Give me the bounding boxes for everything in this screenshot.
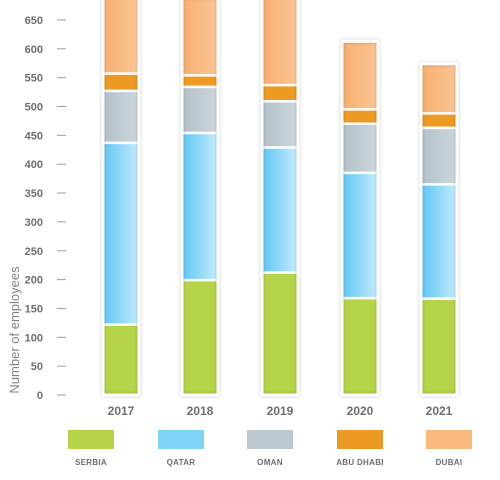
bar-segment-serbia-2018 bbox=[182, 280, 218, 395]
y-tick-label: 300 bbox=[25, 217, 43, 229]
legend-swatch bbox=[68, 430, 114, 449]
legend-item-dubai: DUBAI bbox=[426, 430, 472, 467]
y-tick-label: 650 bbox=[25, 15, 43, 27]
bar-segment-dubai-2018 bbox=[182, 0, 218, 76]
bar-segment-qatar-2017 bbox=[103, 142, 139, 325]
legend-label: DUBAI bbox=[436, 458, 463, 467]
bar-segment-dubai-2019 bbox=[262, 0, 298, 86]
y-tick-label: 450 bbox=[25, 130, 43, 142]
y-tick-label: 600 bbox=[25, 44, 43, 56]
bar-frame bbox=[260, 0, 300, 397]
y-tick-label: 500 bbox=[25, 102, 43, 114]
legend-label: OMAN bbox=[257, 458, 283, 467]
bar-segment-oman-2017 bbox=[103, 90, 139, 143]
x-tick-label: 2018 bbox=[187, 404, 214, 418]
bar-frame bbox=[101, 0, 141, 397]
bar-frame bbox=[419, 62, 459, 397]
bar-segment-serbia-2019 bbox=[262, 272, 298, 395]
bar-segment-oman-2020 bbox=[342, 123, 378, 173]
bar-segment-qatar-2019 bbox=[262, 147, 298, 273]
bar-segment-oman-2018 bbox=[182, 86, 218, 134]
legend-item-abu-dhabi: ABU DHABI bbox=[336, 430, 384, 467]
x-tick-label: 2019 bbox=[267, 404, 294, 418]
x-axis: 2017 2018 2019 2020 2021 bbox=[108, 404, 453, 418]
bar-segment-abu-dhabi-2019 bbox=[262, 85, 298, 102]
y-tick-label: 50 bbox=[31, 361, 43, 373]
bar-segment-oman-2021 bbox=[421, 127, 457, 185]
legend-label: QATAR bbox=[167, 458, 196, 467]
bar-stack-2019 bbox=[260, 0, 300, 397]
bar-segment-abu-dhabi-2018 bbox=[182, 75, 218, 87]
bar-stack-2021 bbox=[419, 62, 459, 397]
bar-segment-qatar-2021 bbox=[421, 184, 457, 299]
y-tick-label: 150 bbox=[25, 303, 43, 315]
x-tick-label: 2021 bbox=[426, 404, 453, 418]
legend-item-serbia: SERBIA bbox=[68, 430, 114, 467]
y-tick-label: 250 bbox=[25, 246, 43, 258]
bar-frame bbox=[180, 0, 220, 397]
y-tick-label: 400 bbox=[25, 159, 43, 171]
bar-segment-qatar-2020 bbox=[342, 172, 378, 299]
y-tick-label: 350 bbox=[25, 188, 43, 200]
bar-segment-abu-dhabi-2017 bbox=[103, 73, 139, 91]
bar-segment-abu-dhabi-2020 bbox=[342, 109, 378, 124]
bar-segment-abu-dhabi-2021 bbox=[421, 113, 457, 128]
y-tick-label: 0 bbox=[37, 390, 43, 402]
bar-frame bbox=[340, 39, 380, 397]
legend-label: SERBIA bbox=[75, 458, 107, 467]
bars bbox=[101, 0, 459, 397]
legend-swatch bbox=[426, 430, 472, 449]
x-tick-label: 2017 bbox=[108, 404, 135, 418]
y-tick-label: 100 bbox=[25, 332, 43, 344]
bar-segment-serbia-2020 bbox=[342, 298, 378, 395]
legend-label: ABU DHABI bbox=[336, 458, 384, 467]
bar-segment-qatar-2018 bbox=[182, 133, 218, 281]
legend-swatch bbox=[158, 430, 204, 449]
y-tick-label: 200 bbox=[25, 275, 43, 287]
bar-segment-serbia-2017 bbox=[103, 324, 139, 395]
legend-item-oman: OMAN bbox=[247, 430, 293, 467]
bar-segment-dubai-2017 bbox=[103, 0, 139, 74]
legend: SERBIA QATAR OMAN ABU DHABI DUBAI bbox=[68, 430, 472, 467]
y-axis: 0501001502002503003504004505005506006507… bbox=[25, 15, 66, 402]
bar-segment-serbia-2021 bbox=[421, 298, 457, 395]
legend-swatch bbox=[337, 430, 383, 449]
bar-stack-2020 bbox=[340, 39, 380, 397]
bar-stack-2017 bbox=[101, 0, 141, 397]
bar-segment-dubai-2021 bbox=[421, 63, 457, 114]
bar-segment-dubai-2020 bbox=[342, 41, 378, 110]
legend-swatch bbox=[247, 430, 293, 449]
legend-item-qatar: QATAR bbox=[158, 430, 204, 467]
x-tick-label: 2020 bbox=[347, 404, 374, 418]
y-axis-label: Number of employees bbox=[7, 266, 22, 394]
bar-segment-oman-2019 bbox=[262, 101, 298, 148]
y-tick-label: 550 bbox=[25, 73, 43, 85]
bar-stack-2018 bbox=[180, 0, 220, 397]
